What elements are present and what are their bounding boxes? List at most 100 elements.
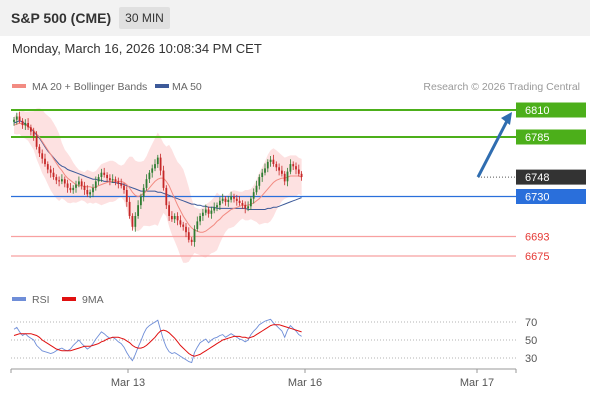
candle-body xyxy=(120,183,123,186)
candle-body xyxy=(69,187,72,191)
candle-body xyxy=(97,177,100,182)
candle-body xyxy=(137,205,139,216)
rsi-panel: 70 50 30 xyxy=(11,317,537,365)
level-labels: 6810 6785 6748 6730 6693 6675 xyxy=(516,102,586,263)
candle-body xyxy=(264,168,266,173)
candle-body xyxy=(13,119,15,122)
level-label-6693: 6693 xyxy=(525,232,549,244)
candle-body xyxy=(213,207,216,211)
level-label-6730: 6730 xyxy=(525,192,549,204)
candles xyxy=(13,111,303,247)
candle-body xyxy=(128,201,131,216)
candle-body xyxy=(258,177,261,186)
candle-body xyxy=(61,179,63,182)
candle-body xyxy=(18,116,21,121)
candle-body xyxy=(219,200,221,206)
candle-body xyxy=(190,239,193,242)
header-bar: S&P 500 (CME) 30 MIN xyxy=(0,0,590,36)
candle-body xyxy=(193,229,196,242)
level-badge-6810 xyxy=(516,102,586,118)
forecast-arrow-head xyxy=(501,112,512,125)
legend-label: MA 50 xyxy=(172,81,202,93)
candle-body xyxy=(255,185,258,193)
rsi-tick-label: 50 xyxy=(525,335,537,347)
candle-body xyxy=(21,120,24,126)
candle-body xyxy=(278,167,280,171)
candle-body xyxy=(297,169,300,174)
candle-body xyxy=(283,173,286,182)
instrument-title: S&P 500 (CME) xyxy=(11,10,112,26)
candle-body xyxy=(286,171,289,182)
candle-body xyxy=(196,221,199,229)
candle-body xyxy=(266,161,269,169)
candle-body xyxy=(269,159,272,162)
candle-body xyxy=(78,181,80,185)
candle-body xyxy=(140,196,142,206)
candle-body xyxy=(244,205,247,209)
rsi-tick-label: 30 xyxy=(525,353,537,365)
candle-body xyxy=(111,179,114,181)
candle-body xyxy=(272,159,275,164)
candle-body xyxy=(109,178,111,181)
forecast-arrow-shaft xyxy=(476,118,510,178)
level-label-6748: 6748 xyxy=(525,172,549,184)
candle-body xyxy=(83,185,86,190)
candle-body xyxy=(216,205,218,208)
candle-body xyxy=(207,209,210,214)
chart-datetime: Monday, March 16, 2026 10:08:34 PM CET xyxy=(12,41,262,56)
candle-body xyxy=(252,192,255,199)
candle-body xyxy=(275,164,278,168)
candle-body xyxy=(117,181,120,184)
candle-body xyxy=(159,157,162,171)
rsi-legend-swatch xyxy=(62,297,76,301)
timeframe-selector[interactable]: 30 MIN xyxy=(119,7,170,29)
candle-body xyxy=(106,174,108,179)
candle-body xyxy=(103,172,106,175)
level-label-6810: 6810 xyxy=(525,105,549,117)
candle-body xyxy=(202,212,204,216)
candle-body xyxy=(58,180,60,182)
candle-body xyxy=(52,172,55,177)
candle-body xyxy=(41,153,44,159)
rsi-legend-label: RSI xyxy=(32,294,50,306)
candle-body xyxy=(55,177,58,181)
candle-body xyxy=(168,205,170,216)
candle-body xyxy=(221,198,224,201)
candle-body xyxy=(63,179,66,184)
candle-body xyxy=(44,158,46,165)
candle-body xyxy=(35,136,38,147)
level-badge-6748 xyxy=(516,169,586,185)
candle-body xyxy=(156,157,159,165)
level-label-6675: 6675 xyxy=(525,251,549,263)
candle-body xyxy=(89,192,91,195)
candle-body xyxy=(185,226,187,233)
candle-body xyxy=(261,172,264,177)
copyright-text: Research © 2026 Trading Central xyxy=(423,81,580,93)
candle-body xyxy=(179,220,182,225)
rsi-tick-label: 70 xyxy=(525,317,537,329)
candle-body xyxy=(134,216,137,227)
candle-body xyxy=(224,198,227,202)
bollinger-band-fill xyxy=(14,108,302,263)
candle-body xyxy=(281,170,283,174)
candle-body xyxy=(100,172,103,177)
rsi-legend-swatch xyxy=(12,297,26,301)
level-lines xyxy=(11,109,516,257)
candle-body xyxy=(32,131,35,136)
candle-body xyxy=(199,216,201,222)
candle-body xyxy=(182,224,185,227)
candle-body xyxy=(227,199,230,202)
candle-body xyxy=(24,123,27,126)
candle-body xyxy=(289,164,292,172)
candle-body xyxy=(233,196,235,199)
candle-body xyxy=(142,187,145,197)
candle-body xyxy=(235,198,238,201)
candle-body xyxy=(162,170,165,188)
candle-body xyxy=(154,164,156,169)
x-axis: Mar 13 Mar 16 Mar 17 xyxy=(10,368,517,389)
candle-body xyxy=(123,185,125,190)
candle-body xyxy=(247,206,249,209)
x-tick-label: Mar 13 xyxy=(111,377,145,389)
candle-body xyxy=(230,196,232,200)
